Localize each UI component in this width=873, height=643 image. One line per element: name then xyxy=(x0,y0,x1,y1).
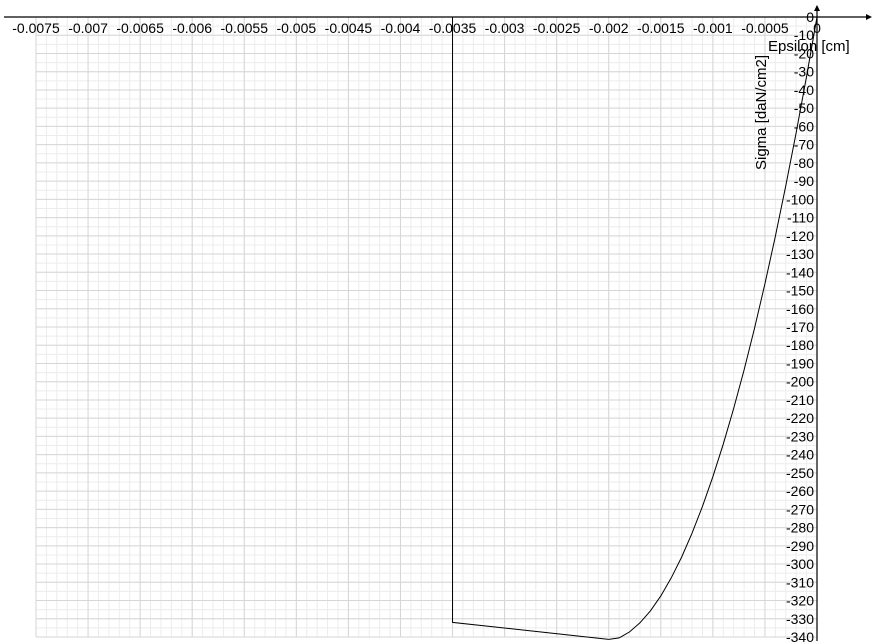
y-tick-label: -230 xyxy=(786,428,814,444)
x-tick-label: -0.001 xyxy=(693,20,733,36)
x-axis-arrow xyxy=(866,14,872,20)
y-tick-label: -140 xyxy=(786,264,814,280)
y-tick-label: -160 xyxy=(786,301,814,317)
x-tick-label: -0.004 xyxy=(381,20,421,36)
y-tick-label: -260 xyxy=(786,483,814,499)
y-tick-label: -60 xyxy=(794,118,814,134)
y-tick-label: -250 xyxy=(786,465,814,481)
y-tick-label: -310 xyxy=(786,574,814,590)
series-layer xyxy=(452,16,818,640)
series-line xyxy=(452,16,818,640)
y-tick-label: -100 xyxy=(786,191,814,207)
y-tick-label: -20 xyxy=(794,45,814,61)
y-axis-title: Sigma [daN/cm2] xyxy=(753,55,770,170)
x-tick-label: -0.007 xyxy=(68,20,108,36)
y-tick-label: -80 xyxy=(794,155,814,171)
y-tick-label: -10 xyxy=(794,27,814,43)
y-tick-label: -290 xyxy=(786,538,814,554)
y-tick-label: -170 xyxy=(786,319,814,335)
x-tick-label: -0.0025 xyxy=(533,20,581,36)
y-tick-labels: 0 -10 -20 -30 -40 -50 -60 -70 -80 -90 -100 -110 -120… xyxy=(786,9,814,643)
x-tick-label: -0.0035 xyxy=(429,20,477,36)
y-tick-label: -130 xyxy=(786,246,814,262)
x-tick-label: -0.0055 xyxy=(221,20,269,36)
y-tick-label: -220 xyxy=(786,410,814,426)
y-tick-label: -150 xyxy=(786,283,814,299)
x-tick-label: -0.002 xyxy=(589,20,629,36)
y-tick-label: 0 xyxy=(806,9,814,25)
x-tick-label: 0 xyxy=(813,20,821,36)
x-tick-labels: -0.0075 -0.007 -0.0065 -0.006 -0.0055 -0.005-… xyxy=(12,20,821,36)
y-tick-label: -270 xyxy=(786,501,814,517)
x-tick-label: -0.003 xyxy=(485,20,525,36)
y-tick-label: -300 xyxy=(786,556,814,572)
y-tick-label: -340 xyxy=(786,629,814,643)
x-axis-title: Epsilon [cm] xyxy=(768,38,850,55)
x-tick-label: -0.0065 xyxy=(116,20,164,36)
y-tick-label: -330 xyxy=(786,611,814,627)
y-tick-label: -190 xyxy=(786,355,814,371)
axes-layer xyxy=(4,5,872,641)
y-tick-label: -70 xyxy=(794,137,814,153)
x-tick-label: -0.0015 xyxy=(637,20,685,36)
x-tick-label: -0.0075 xyxy=(12,20,60,36)
x-tick-label: -0.0005 xyxy=(741,20,789,36)
y-tick-label: -50 xyxy=(794,100,814,116)
y-tick-label: -280 xyxy=(786,520,814,536)
y-tick-label: -110 xyxy=(787,210,814,226)
y-tick-label: -90 xyxy=(794,173,814,189)
y-tick-label: -320 xyxy=(786,593,814,609)
x-tick-label: -0.006 xyxy=(172,20,212,36)
y-tick-label: -210 xyxy=(786,392,814,408)
major-grid xyxy=(35,16,818,638)
x-tick-label: -0.005 xyxy=(276,20,316,36)
y-tick-label: -120 xyxy=(786,228,814,244)
y-tick-label: -180 xyxy=(786,337,814,353)
y-tick-label: -200 xyxy=(786,374,814,390)
y-tick-label: -30 xyxy=(794,64,814,80)
y-tick-label: -240 xyxy=(786,447,814,463)
x-tick-label: -0.0045 xyxy=(325,20,373,36)
y-tick-label: -40 xyxy=(794,82,814,98)
y-axis-arrow xyxy=(814,5,820,11)
